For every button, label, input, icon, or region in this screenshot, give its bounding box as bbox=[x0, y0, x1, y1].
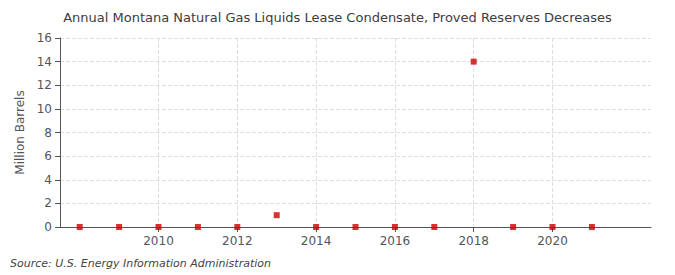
svg-text:6: 6 bbox=[44, 149, 52, 163]
svg-text:2014: 2014 bbox=[301, 234, 332, 248]
svg-text:12: 12 bbox=[37, 78, 52, 92]
svg-text:2018: 2018 bbox=[458, 234, 489, 248]
svg-text:Annual Montana Natural Gas Liq: Annual Montana Natural Gas Liquids Lease… bbox=[63, 10, 612, 25]
svg-text:0: 0 bbox=[44, 220, 52, 234]
svg-text:2010: 2010 bbox=[143, 234, 174, 248]
svg-text:8: 8 bbox=[44, 126, 52, 140]
svg-text:2012: 2012 bbox=[222, 234, 253, 248]
svg-text:14: 14 bbox=[37, 55, 52, 69]
svg-text:4: 4 bbox=[44, 173, 52, 187]
svg-text:2: 2 bbox=[44, 196, 52, 210]
svg-text:2020: 2020 bbox=[537, 234, 568, 248]
svg-text:16: 16 bbox=[37, 31, 52, 45]
svg-text:10: 10 bbox=[37, 102, 52, 116]
svg-text:Source: U.S. Energy Informatio: Source: U.S. Energy Information Administ… bbox=[10, 257, 271, 270]
svg-text:Million Barrels: Million Barrels bbox=[13, 90, 27, 174]
svg-text:2016: 2016 bbox=[380, 234, 411, 248]
